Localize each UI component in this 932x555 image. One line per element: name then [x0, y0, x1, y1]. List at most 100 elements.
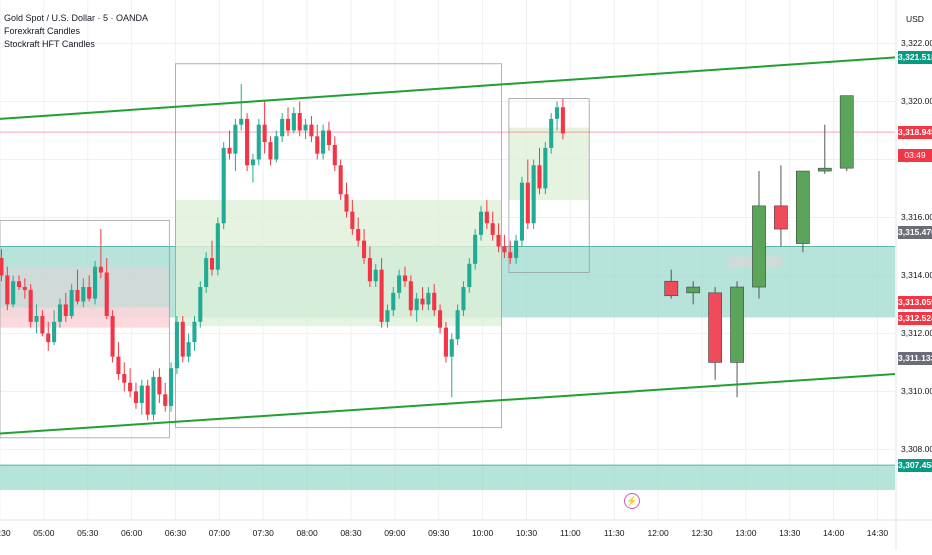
candle	[69, 289, 74, 317]
candle	[151, 376, 156, 415]
candle	[730, 286, 744, 363]
candle	[227, 147, 232, 154]
channel-line-lower	[0, 373, 896, 435]
price-tag: 3,313.059	[898, 296, 932, 310]
candle	[420, 298, 425, 305]
y-tick-label: 3,312.000	[901, 328, 932, 339]
candle	[344, 194, 349, 212]
candle	[139, 385, 144, 404]
price-tag: 3,315.470	[898, 226, 932, 240]
range-box	[175, 63, 502, 429]
x-tick-label: 07:30	[253, 528, 275, 538]
candle	[16, 281, 22, 288]
candle	[367, 258, 372, 282]
candle	[408, 281, 413, 311]
candle	[438, 310, 443, 328]
symbol-title[interactable]: Gold Spot / U.S. Dollar · 5 · OANDA	[4, 13, 149, 23]
candle	[34, 316, 39, 322]
currency-label[interactable]: USD	[906, 14, 924, 24]
candle	[215, 223, 220, 270]
x-tick-label: 04:30	[0, 528, 11, 538]
candle	[752, 205, 766, 288]
candle	[484, 211, 489, 224]
price-tag: 3,311.133	[898, 352, 932, 366]
candle	[543, 147, 548, 189]
x-tick-label: 05:30	[77, 528, 99, 538]
candle	[81, 287, 86, 302]
candle	[233, 124, 238, 154]
candle	[332, 144, 337, 166]
candle	[145, 385, 150, 415]
indicator-label[interactable]: Stockraft HFT Candles	[4, 39, 95, 49]
candle	[795, 170, 810, 244]
candle	[443, 327, 448, 357]
candle	[285, 118, 291, 131]
x-tick-label: 06:00	[121, 528, 143, 538]
y-tick-label: 3,316.000	[901, 212, 932, 223]
x-tick-label: 07:00	[209, 528, 231, 538]
candle	[209, 258, 215, 270]
x-tick-label: 09:30	[428, 528, 450, 538]
candle	[560, 107, 565, 134]
candle	[239, 118, 244, 125]
x-tick-label: 08:30	[340, 528, 362, 538]
x-tick-label: 05:00	[33, 528, 55, 538]
candle	[192, 321, 197, 343]
candle	[180, 321, 185, 357]
lightning-icon[interactable]: ⚡	[624, 493, 640, 509]
x-tick-label: 09:00	[384, 528, 406, 538]
x-tick-label: 11:30	[604, 528, 625, 538]
candle	[315, 136, 320, 154]
candle	[98, 266, 103, 273]
candle	[426, 292, 431, 305]
candle	[326, 130, 332, 145]
candle	[250, 159, 255, 166]
candle	[28, 289, 33, 322]
range-box	[508, 98, 590, 273]
chart-legend: Gold Spot / U.S. Dollar · 5 · OANDA Fore…	[4, 12, 148, 51]
candle	[221, 147, 226, 224]
candle	[169, 368, 174, 406]
candle	[391, 292, 396, 311]
candle	[385, 310, 390, 322]
candle	[708, 292, 723, 363]
bar-countdown: 03:49	[898, 149, 932, 162]
x-tick-label: 06:30	[165, 528, 187, 538]
x-tick-label: 13:00	[735, 528, 757, 538]
y-tick-label: 3,322.000	[901, 38, 932, 49]
candle	[52, 321, 57, 343]
indicator-label[interactable]: Forexkraft Candles	[4, 26, 81, 36]
candle	[397, 275, 402, 293]
x-tick-label: 12:00	[647, 528, 669, 538]
candle	[525, 182, 530, 224]
candle	[549, 118, 554, 148]
x-tick-label: 08:00	[296, 528, 318, 538]
y-tick-label: 3,320.000	[901, 96, 932, 107]
candle	[303, 124, 308, 131]
range-box	[0, 219, 170, 439]
candle	[321, 130, 326, 154]
candle	[686, 286, 701, 294]
candle	[362, 240, 367, 259]
candle	[40, 316, 45, 334]
candle	[449, 339, 454, 357]
candle	[379, 269, 384, 322]
candle	[163, 394, 168, 406]
candle	[133, 391, 139, 404]
candle	[554, 107, 560, 119]
candle	[350, 211, 355, 230]
candle	[274, 136, 279, 160]
channel-lines	[0, 56, 896, 435]
zone-teal	[0, 465, 895, 490]
price-tag: 3,318.945	[898, 125, 932, 139]
candle	[0, 258, 4, 276]
candle	[262, 124, 267, 143]
candle	[514, 240, 519, 259]
candle	[817, 167, 832, 172]
y-tick-label: 3,310.000	[901, 386, 932, 397]
candle	[87, 287, 92, 299]
candle	[490, 223, 495, 235]
